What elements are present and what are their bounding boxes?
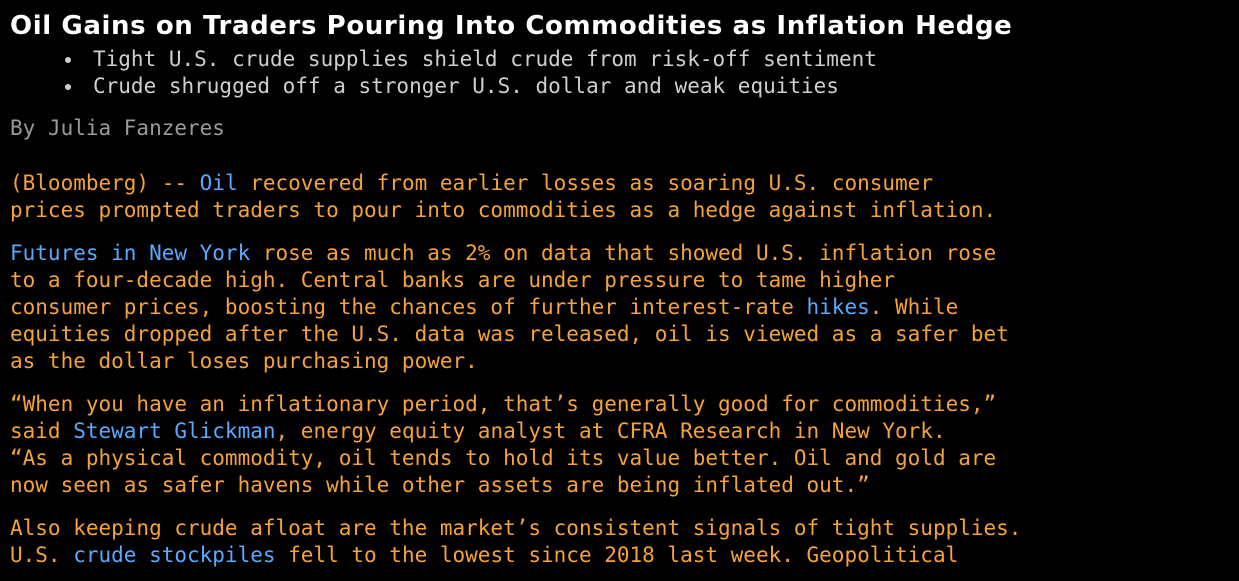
text-line: Futures in New York rose as much as 2% o… — [10, 240, 1235, 267]
text-line: now seen as safer havens while other ass… — [10, 473, 870, 497]
link-futures-new-york[interactable]: Futures in New York — [10, 241, 251, 265]
text-line: “When you have an inflationary period, t… — [10, 392, 997, 416]
article-body: (Bloomberg) -- Oil recovered from earlie… — [10, 170, 1235, 569]
summary-bullet-text: Tight U.S. crude supplies shield crude f… — [93, 47, 877, 71]
text-line: U.S. crude stockpiles fell to the lowest… — [10, 542, 1235, 569]
link-crude-stockpiles[interactable]: crude stockpiles — [73, 543, 276, 567]
article-headline: Oil Gains on Traders Pouring Into Commod… — [10, 11, 1013, 41]
text-run: said — [10, 419, 74, 443]
summary-bullet: Crude shrugged off a stronger U.S. dolla… — [65, 73, 1235, 100]
paragraph-1: (Bloomberg) -- Oil recovered from earlie… — [10, 170, 1235, 224]
paragraph-4: Also keeping crude afloat are the market… — [10, 515, 1235, 569]
text-line: said Stewart Glickman, energy equity ana… — [10, 418, 1235, 445]
text-run: U.S. — [10, 543, 74, 567]
bullet-icon — [65, 57, 71, 63]
link-hikes[interactable]: hikes — [806, 295, 870, 319]
paragraph-2: Futures in New York rose as much as 2% o… — [10, 240, 1235, 375]
text-line: as the dollar loses purchasing power. — [10, 349, 478, 373]
link-stewart-glickman[interactable]: Stewart Glickman — [73, 419, 276, 443]
text-line: Also keeping crude afloat are the market… — [10, 516, 1022, 540]
text-line: prices prompted traders to pour into com… — [10, 198, 997, 222]
text-run: , energy equity analyst at CFRA Research… — [275, 419, 946, 443]
text-run: consumer prices, boosting the chances of… — [10, 295, 807, 319]
link-oil[interactable]: Oil — [199, 171, 238, 195]
text-line: equities dropped after the U.S. data was… — [10, 322, 1009, 346]
text-line: “As a physical commodity, oil tends to h… — [10, 446, 997, 470]
summary-bullets: Tight U.S. crude supplies shield crude f… — [10, 46, 1235, 100]
text-line: (Bloomberg) -- Oil recovered from earlie… — [10, 170, 1235, 197]
bullet-icon — [65, 84, 71, 90]
text-run: fell to the lowest since 2018 last week.… — [275, 543, 959, 567]
text-run: rose as much as 2% on data that showed U… — [250, 241, 997, 265]
news-article: Oil Gains on Traders Pouring Into Commod… — [10, 10, 1235, 581]
article-byline: By Julia Fanzeres — [10, 116, 225, 140]
text-line: to a four-decade high. Central banks are… — [10, 268, 896, 292]
text-run: recovered from earlier losses as soaring… — [237, 171, 933, 195]
paragraph-3: “When you have an inflationary period, t… — [10, 391, 1235, 499]
text-run: . While — [869, 295, 959, 319]
text-line: consumer prices, boosting the chances of… — [10, 294, 1235, 321]
summary-bullet: Tight U.S. crude supplies shield crude f… — [65, 46, 1235, 73]
summary-bullet-text: Crude shrugged off a stronger U.S. dolla… — [93, 74, 839, 98]
text-run: (Bloomberg) -- — [10, 171, 200, 195]
